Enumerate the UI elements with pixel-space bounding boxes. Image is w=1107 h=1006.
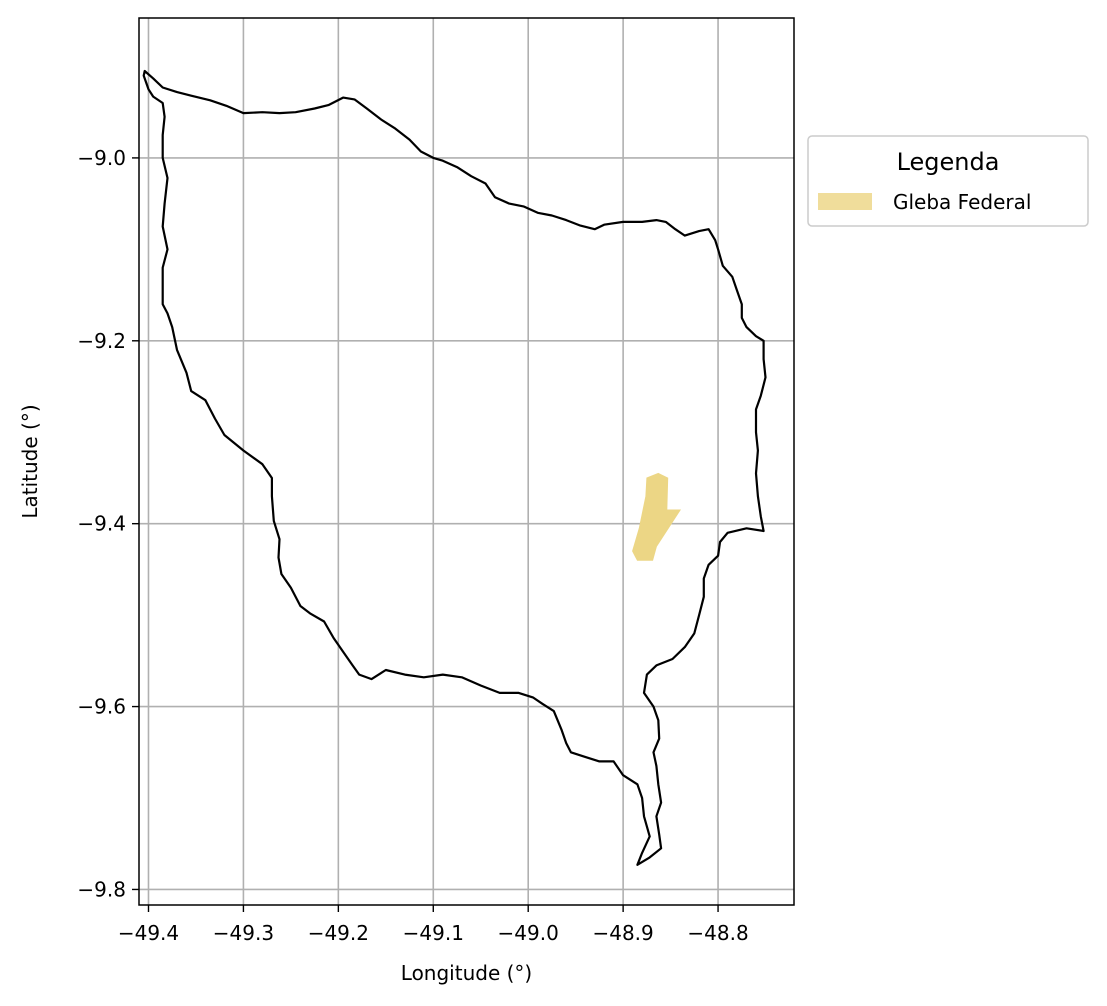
legend-swatch-gleba-federal: [818, 193, 872, 210]
x-tick-label-0: −49.4: [118, 921, 179, 945]
grid-lines: [139, 18, 794, 905]
x-tick-label-4: −49.0: [498, 921, 559, 945]
y-tick-label-4: −9.8: [77, 877, 126, 901]
gleba-federal-layer: [632, 472, 682, 561]
legend-box: [807, 135, 1089, 227]
axes-frame: [138, 17, 795, 906]
x-axis-ticks: −49.4 −49.3 −49.2 −49.1 −49.0 −48.9 −48.8: [118, 905, 749, 945]
legend-label-gleba-federal: Gleba Federal: [893, 190, 1031, 214]
y-axis-label: Latitude (°): [18, 404, 42, 518]
x-tick-label-1: −49.3: [213, 921, 274, 945]
x-tick-label-3: −49.1: [403, 921, 464, 945]
y-tick-label-2: −9.4: [77, 512, 126, 536]
y-tick-label-3: −9.6: [77, 695, 126, 719]
x-tick-label-6: −48.8: [687, 921, 748, 945]
municipality-boundary-outline: [142, 69, 767, 866]
municipality-boundary-layer: [142, 69, 767, 866]
legend-title: Legenda: [897, 148, 1000, 176]
x-axis-label: Longitude (°): [401, 961, 532, 985]
x-tick-label-2: −49.2: [308, 921, 369, 945]
legend: Legenda Gleba Federal: [807, 135, 1089, 227]
y-axis-ticks: −9.0 −9.2 −9.4 −9.6 −9.8: [77, 146, 139, 901]
y-tick-label-0: −9.0: [77, 146, 126, 170]
y-tick-label-1: −9.2: [77, 329, 126, 353]
x-tick-label-5: −48.9: [592, 921, 653, 945]
gleba-federal-polygon: [632, 472, 682, 561]
